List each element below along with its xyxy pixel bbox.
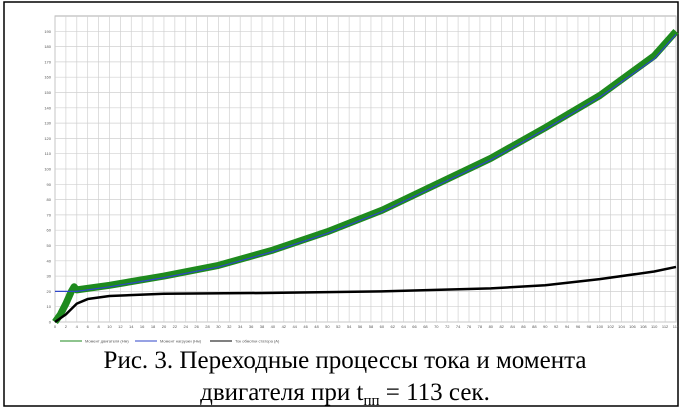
y-tick-label: 130 [44,121,51,126]
x-tick-label: 40 [271,324,276,329]
y-tick-label: 80 [47,197,52,202]
x-tick-label: 64 [401,324,406,329]
x-tick-label: 54 [347,324,352,329]
x-tick-label: 74 [456,324,461,329]
x-tick-label: 46 [303,324,308,329]
x-tick-label: 8 [97,324,100,329]
series-line [55,33,677,292]
x-tick-label: 38 [260,324,265,329]
series-line [54,265,677,324]
x-tick-label: 48 [314,324,319,329]
y-tick-label: 40 [47,258,52,263]
x-tick-label: 2 [65,324,68,329]
x-tick-label: 58 [369,324,374,329]
x-tick-label: 52 [336,324,341,329]
y-tick-label: 140 [44,105,51,110]
x-tick-label: 94 [565,324,570,329]
x-tick-label: 34 [238,324,243,329]
x-tick-label: 4 [76,324,79,329]
frame [3,1,679,407]
x-tick-label: 76 [467,324,472,329]
caption-sub: пп [363,393,379,408]
x-tick-label: 106 [629,324,636,329]
caption-line: двигателя при tпп = 113 сек. [200,379,490,408]
x-tick-label: 86 [521,324,526,329]
y-tick-label: 10 [47,304,52,309]
x-tick-label: 42 [282,324,287,329]
x-tick-label: 26 [194,324,199,329]
y-tick-label: 190 [44,29,51,34]
y-tick-label: 180 [44,44,51,49]
x-tick-label: 50 [325,324,330,329]
x-tick-label: 90 [543,324,548,329]
y-tick-label: 70 [47,212,52,217]
caption-text: двигателя при t [200,379,363,406]
y-tick-label: 160 [44,75,51,80]
x-tick-label: 98 [587,324,592,329]
x-tick-label: 0 [54,324,57,329]
x-tick-label: 30 [216,324,221,329]
y-tick-label: 50 [47,243,52,248]
x-tick-label: 108 [640,324,647,329]
x-tick-label: 104 [618,324,625,329]
caption-text: = 113 сек. [380,379,490,406]
x-tick-label: 24 [184,324,189,329]
x-tick-label: 80 [489,324,494,329]
y-tick-label: 60 [47,228,52,233]
x-tick-label: 32 [227,324,232,329]
x-tick-label: 22 [173,324,178,329]
plot: 0102030405060708090100110120130140150160… [44,15,680,344]
y-tick-label: 90 [47,182,52,187]
x-tick-label: 100 [596,324,603,329]
y-tick-label: 170 [44,59,51,64]
x-tick-label: 68 [423,324,428,329]
x-tick-label: 110 [651,324,658,329]
x-tick-label: 72 [445,324,450,329]
x-tick-label: 82 [499,324,504,329]
y-tick-label: 100 [44,167,51,172]
x-tick-label: 96 [576,324,581,329]
x-tick-label: 12 [118,324,123,329]
x-tick-label: 60 [380,324,385,329]
x-tick-label: 16 [140,324,145,329]
x-tick-label: 102 [607,324,614,329]
x-tick-label: 114 [673,324,680,329]
y-tick-label: 0 [49,320,52,325]
x-tick-label: 70 [434,324,439,329]
x-tick-label: 84 [510,324,515,329]
y-tick-label: 120 [44,136,51,141]
x-tick-label: 28 [205,324,210,329]
y-tick-label: 150 [44,90,51,95]
caption-line: Рис. 3. Переходные процессы тока и момен… [104,347,587,374]
y-tick-label: 20 [47,289,52,294]
x-tick-label: 18 [151,324,156,329]
x-tick-label: 6 [87,324,90,329]
x-tick-label: 20 [162,324,167,329]
x-tick-label: 14 [129,324,134,329]
x-tick-label: 112 [662,324,669,329]
x-tick-label: 66 [412,324,417,329]
y-tick-label: 30 [47,274,52,279]
x-tick-label: 56 [358,324,363,329]
x-tick-label: 36 [249,324,254,329]
x-tick-label: 62 [391,324,396,329]
x-tick-label: 92 [554,324,559,329]
legend-label: Ток обмотки статора (А) [235,339,280,344]
x-tick-label: 44 [292,324,297,329]
series-line [52,28,679,325]
legend-label: Момент нагрузки (Нм) [160,339,202,344]
x-tick-label: 10 [107,324,112,329]
x-tick-label: 88 [532,324,537,329]
legend-label: Момент двигателя (Нм) [85,339,129,344]
y-tick-label: 110 [45,151,52,156]
x-tick-label: 78 [478,324,483,329]
